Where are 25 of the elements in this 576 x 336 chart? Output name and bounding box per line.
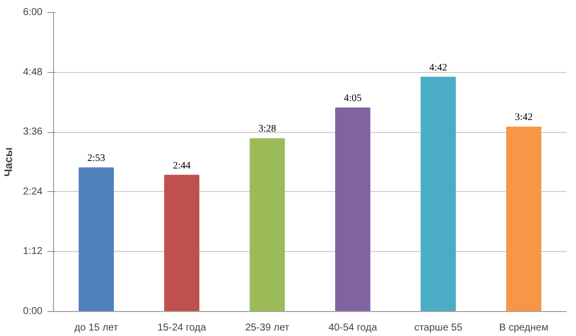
data-label: 4:42 <box>429 62 448 74</box>
x-tick-label: до 15 лет <box>74 322 119 334</box>
x-tick-label: старше 55 <box>414 322 463 334</box>
x-tick-label: 40-54 года <box>328 322 378 334</box>
data-label: 3:42 <box>514 112 533 124</box>
x-tick-label: 15-24 года <box>157 322 206 334</box>
data-label: 3:28 <box>258 124 276 135</box>
x-tick-label: 25-39 лет <box>245 322 290 334</box>
bar <box>78 167 114 312</box>
bar <box>164 174 200 312</box>
bar <box>506 126 542 312</box>
y-tick-label: 0:00 <box>23 306 43 317</box>
bar <box>335 108 370 312</box>
y-tick-label: 1:12 <box>23 246 43 258</box>
data-label: 4:05 <box>344 93 362 104</box>
y-tick-label: 4:48 <box>23 66 43 78</box>
y-tick-label: 3:36 <box>23 126 43 138</box>
bar <box>420 76 456 312</box>
y-tick-label: 2:24 <box>23 186 43 198</box>
bar <box>250 138 285 312</box>
y-axis-title: Часы <box>3 147 16 177</box>
data-label: 2:44 <box>172 160 191 172</box>
data-label: 2:53 <box>87 152 106 164</box>
x-tick-label: В среднем <box>499 322 548 334</box>
y-tick-label: 6:00 <box>23 7 43 18</box>
